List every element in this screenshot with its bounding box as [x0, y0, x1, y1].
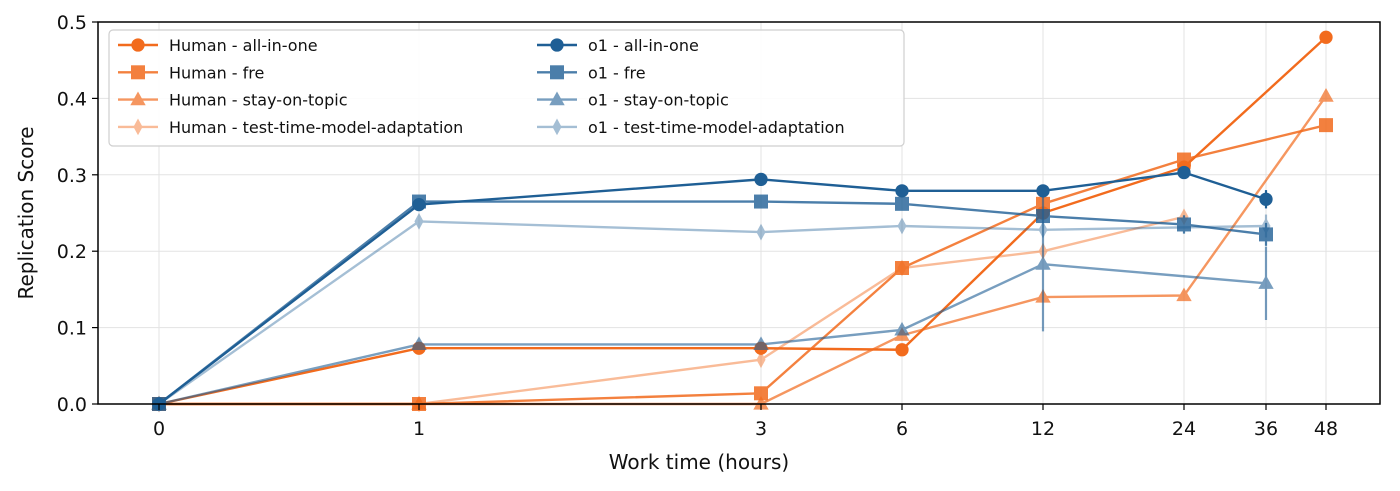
data-point-square: [1319, 118, 1333, 133]
data-point-square: [895, 261, 909, 276]
legend-marker-circle: [131, 38, 145, 52]
legend-marker-circle: [550, 38, 564, 52]
legend-item: [118, 65, 158, 80]
legend-item: [537, 65, 577, 80]
data-point-square: [1259, 227, 1273, 242]
series-7: [151, 196, 1274, 410]
legend-label: Human - all-in-one: [169, 36, 318, 55]
data-point-square: [412, 194, 426, 209]
data-point-circle: [895, 184, 909, 198]
data-point-triangle: [1258, 275, 1274, 289]
legend-marker-triangle: [130, 91, 146, 106]
data-point-triangle: [411, 395, 427, 410]
legend-marker-diamond: [552, 118, 562, 136]
y-tick-label: 0.2: [57, 241, 87, 263]
x-tick-label: 12: [1031, 418, 1055, 440]
series-line: [158, 220, 1267, 405]
x-tick-label: 3: [755, 418, 767, 440]
data-point-square: [1177, 152, 1191, 167]
legend-item: [118, 91, 158, 106]
data-point-triangle: [411, 336, 427, 351]
legend-marker-square: [550, 65, 564, 80]
y-tick-label: 0.5: [57, 12, 87, 34]
data-point-diamond: [897, 217, 907, 235]
data-point-diamond: [1261, 217, 1271, 235]
data-point-circle: [754, 172, 768, 187]
y-tick-label: 0.0: [57, 394, 87, 416]
legend: Human - all-in-one Human - fre Human - sta…: [108, 29, 905, 147]
x-tick-label: 0: [153, 418, 165, 440]
legend-label: o1 - stay-on-topic: [588, 91, 729, 110]
legend-label: o1 - test-time-model-adaptation: [588, 118, 845, 137]
y-tick-label: 0.4: [57, 88, 87, 110]
data-point-triangle: [151, 395, 167, 410]
x-tick-label: 6: [896, 418, 908, 440]
data-point-diamond: [756, 351, 766, 369]
x-tick-label: 1: [413, 418, 425, 440]
legend-marker-square: [131, 65, 145, 80]
series-4: [154, 208, 1189, 413]
data-point-triangle: [894, 321, 910, 336]
series-6: [152, 194, 1273, 411]
data-point-triangle: [1318, 88, 1334, 102]
x-tick-label: 36: [1254, 418, 1278, 440]
data-point-circle: [1036, 184, 1050, 198]
x-tick-label: 48: [1314, 418, 1338, 440]
data-point-triangle: [1176, 287, 1192, 302]
series-line: [158, 262, 1267, 406]
series-8: [154, 213, 1271, 413]
y-axis-label: Replication Score: [14, 126, 38, 299]
legend-box: [108, 29, 905, 147]
legend-label: Human - fre: [169, 63, 264, 82]
legend-label: Human - stay-on-topic: [169, 91, 347, 110]
data-point-diamond: [756, 223, 766, 241]
legend-label: Human - test-time-model-adaptation: [169, 118, 463, 137]
data-point-triangle: [753, 336, 769, 351]
y-tick-label: 0.1: [57, 318, 87, 340]
series-line: [159, 215, 1185, 406]
data-point-triangle: [753, 395, 769, 410]
data-point-circle: [1177, 165, 1191, 180]
data-point-diamond: [1038, 221, 1048, 239]
data-point-square: [754, 386, 768, 401]
legend-marker-diamond: [133, 118, 143, 136]
x-axis-label: Work time (hours): [609, 450, 789, 474]
legend-label: o1 - all-in-one: [588, 36, 699, 55]
data-point-triangle: [1035, 256, 1051, 270]
data-point-diamond: [897, 259, 907, 277]
data-point-diamond: [414, 213, 424, 230]
legend-item: [118, 118, 158, 136]
data-point-square: [895, 196, 909, 211]
axis-ticks: 0 1 3 6 12 24 36 480.00.10.20.30.40.5: [57, 12, 1338, 440]
legend-item: [537, 91, 577, 106]
data-point-square: [1177, 217, 1191, 232]
legend-item: [537, 38, 577, 52]
y-tick-label: 0.3: [57, 165, 87, 187]
plot-frame: [97, 21, 1381, 405]
data-point-circle: [1259, 192, 1273, 206]
data-point-circle: [1319, 30, 1333, 44]
legend-item: [118, 38, 158, 52]
legend-label: o1 - fre: [588, 63, 646, 82]
series-line: [158, 200, 1267, 405]
data-point-circle: [895, 343, 909, 357]
data-point-square: [754, 194, 768, 209]
legend-marker-triangle: [549, 91, 565, 106]
legend-item: [537, 118, 577, 136]
x-tick-label: 24: [1172, 418, 1196, 440]
